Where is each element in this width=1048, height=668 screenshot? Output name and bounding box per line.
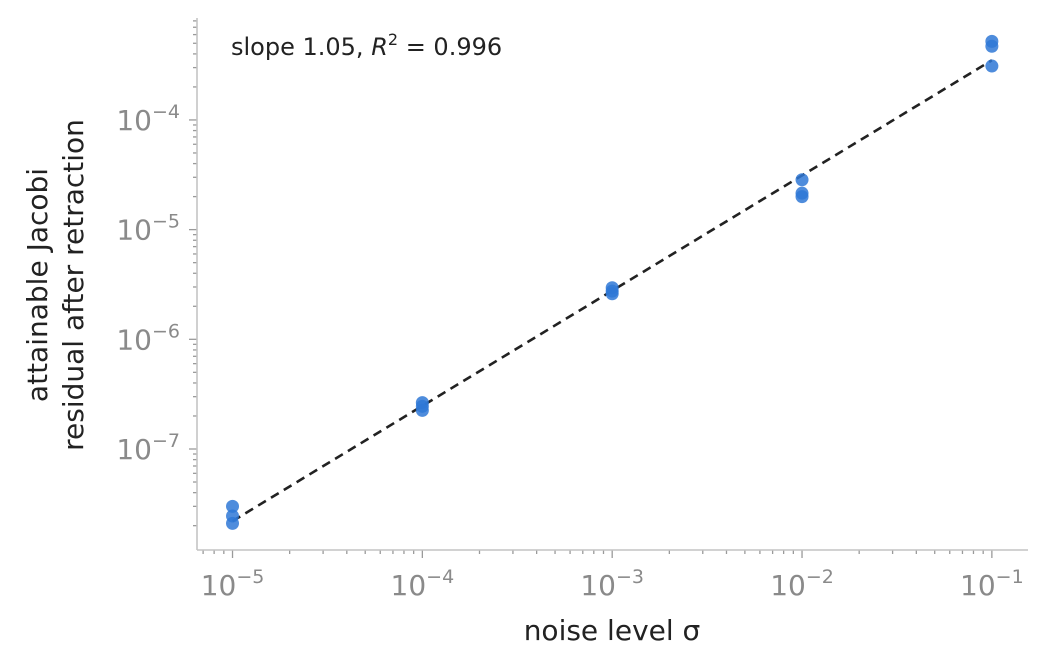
data-point	[226, 499, 240, 513]
data-point	[226, 516, 240, 530]
data-point	[985, 39, 999, 53]
y-tick-label: 10−5	[116, 211, 180, 247]
fit-line	[231, 59, 993, 523]
major-ticks	[189, 119, 993, 558]
data-point	[415, 403, 429, 417]
y-axis-label-line1: attainable Jacobi	[21, 168, 54, 402]
data-points	[226, 34, 999, 530]
y-tick-label: 10−7	[116, 430, 180, 466]
data-point	[985, 59, 999, 73]
data-point	[795, 173, 809, 187]
fit-annotation: slope 1.05, R2 = 0.996	[231, 30, 502, 61]
x-tick-label: 10−2	[770, 566, 834, 602]
y-tick-label: 10−6	[116, 320, 180, 356]
x-tick-labels: 10−5 10−4 10−3 10−2 10−1	[201, 566, 1024, 602]
y-tick-labels: 10−7 10−6 10−5 10−4	[116, 101, 180, 466]
x-tick-label: 10−5	[201, 566, 265, 602]
x-axis-label: noise level σ	[524, 614, 701, 647]
x-tick-label: 10−3	[580, 566, 644, 602]
x-tick-label: 10−4	[391, 566, 455, 602]
data-point	[795, 190, 809, 204]
y-tick-label: 10−4	[116, 101, 180, 137]
x-tick-label: 10−1	[960, 566, 1024, 602]
data-point	[605, 287, 619, 301]
y-axis-label-line2: residual after retraction	[57, 119, 90, 451]
